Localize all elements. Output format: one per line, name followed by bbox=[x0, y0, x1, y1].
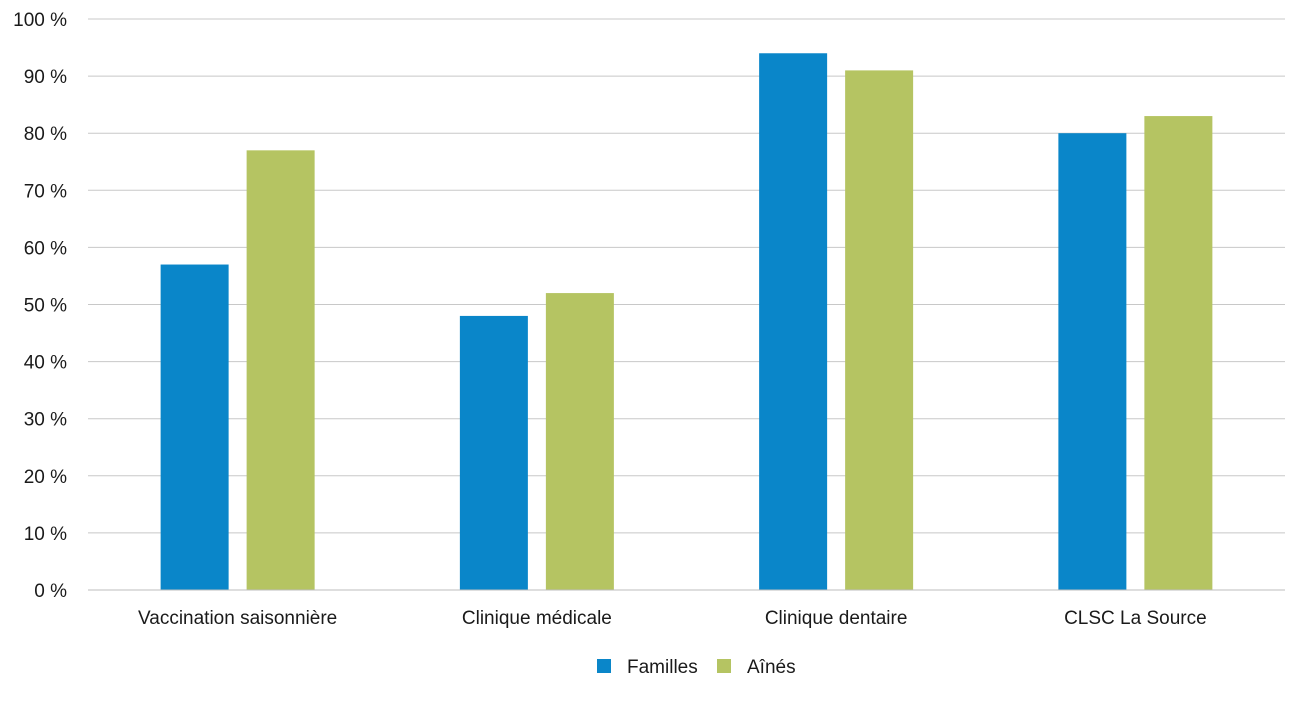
bar-familles-1 bbox=[459, 315, 528, 590]
bar-aines-0 bbox=[246, 150, 315, 590]
y-axis-tick-labels: 0 % 10 % 20 % 30 % 40 % 50 % 60 % 70 % 80 % 90 % 1… bbox=[13, 10, 67, 602]
y-tick-label: 50 % bbox=[24, 296, 67, 317]
legend-label: Aînés bbox=[747, 657, 796, 678]
x-category-label: Clinique dentaire bbox=[765, 608, 908, 629]
y-tick-label: 80 % bbox=[24, 124, 67, 145]
y-tick-label: 10 % bbox=[24, 524, 67, 545]
y-tick-label: 100 % bbox=[13, 10, 67, 31]
legend: Familles Aînés bbox=[597, 657, 796, 678]
bar-aines-3 bbox=[1144, 116, 1213, 590]
y-tick-label: 70 % bbox=[24, 181, 67, 202]
bar-familles-0 bbox=[160, 264, 229, 590]
x-category-label: Clinique médicale bbox=[462, 608, 612, 629]
bar-aines-1 bbox=[545, 293, 614, 590]
legend-swatch bbox=[717, 659, 731, 673]
y-tick-label: 90 % bbox=[24, 67, 67, 88]
bar-aines-2 bbox=[845, 70, 914, 590]
x-category-label: Vaccination saisonnière bbox=[138, 608, 337, 629]
legend-swatch bbox=[597, 659, 611, 673]
x-axis-category-labels: Vaccination saisonnière Clinique médicale… bbox=[138, 608, 1207, 629]
bars bbox=[160, 53, 1213, 590]
bar-familles-2 bbox=[759, 53, 828, 590]
x-category-label: CLSC La Source bbox=[1064, 608, 1207, 629]
y-tick-label: 60 % bbox=[24, 238, 67, 259]
y-tick-label: 30 % bbox=[24, 410, 67, 431]
y-tick-label: 0 % bbox=[34, 581, 67, 602]
legend-label: Familles bbox=[627, 657, 698, 678]
bar-familles-3 bbox=[1058, 133, 1127, 590]
y-tick-label: 40 % bbox=[24, 353, 67, 374]
y-tick-label: 20 % bbox=[24, 467, 67, 488]
